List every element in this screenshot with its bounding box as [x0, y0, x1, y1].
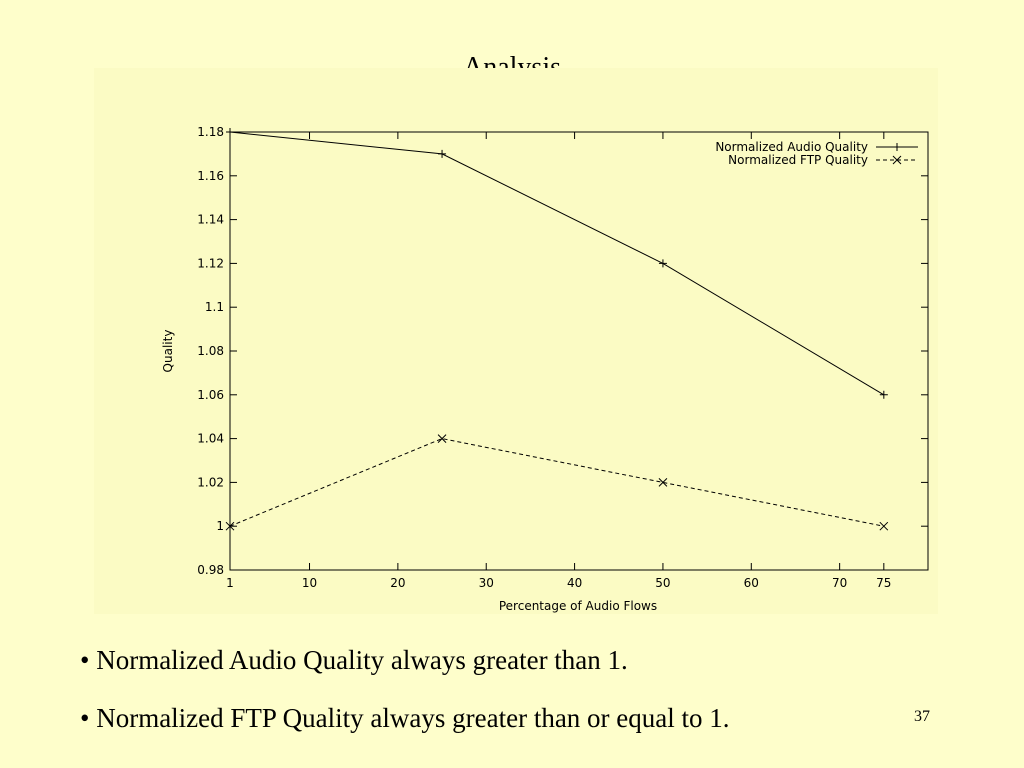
- data-point-ftp: [879, 521, 889, 531]
- bullet-ftp-quality: • Normalized FTP Quality always greater …: [80, 703, 730, 733]
- y-tick-label: 0.98: [197, 563, 224, 577]
- x-tick-label: 20: [390, 576, 405, 590]
- x-tick-label: 75: [876, 576, 891, 590]
- data-point-audio: [879, 390, 888, 399]
- plot-frame: [229, 131, 929, 571]
- x-tick-label: 60: [744, 576, 759, 590]
- line-chart: 0.9811.021.041.061.081.11.121.141.161.18…: [161, 125, 929, 613]
- y-tick-label: 1.12: [197, 256, 224, 270]
- x-tick-label: 30: [479, 576, 494, 590]
- bullet-list: • Normalized Audio Quality always greate…: [80, 642, 730, 758]
- legend-marker: [892, 155, 902, 165]
- data-point-ftp: [225, 521, 235, 531]
- data-point-audio: [226, 128, 234, 136]
- x-tick-label: 50: [655, 576, 670, 590]
- y-tick-label: 1.18: [197, 125, 224, 139]
- legend-label: Normalized FTP Quality: [728, 153, 868, 167]
- y-tick-label: 1.04: [197, 432, 224, 446]
- y-axis-label: Quality: [161, 330, 175, 373]
- y-tick-label: 1.02: [197, 475, 224, 489]
- x-tick-label: 1: [226, 576, 234, 590]
- legend-label: Normalized Audio Quality: [715, 140, 868, 154]
- data-point-audio: [658, 259, 667, 268]
- y-tick-label: 1.14: [197, 213, 224, 227]
- x-tick-label: 10: [302, 576, 317, 590]
- y-tick-label: 1.16: [197, 169, 224, 183]
- x-axis-label: Percentage of Audio Flows: [499, 599, 657, 613]
- y-tick-label: 1.08: [197, 344, 224, 358]
- y-tick-label: 1.1: [205, 300, 224, 314]
- data-point-audio: [438, 149, 447, 158]
- x-tick-label: 70: [832, 576, 847, 590]
- series-line-audio: [229, 131, 885, 396]
- data-point-ftp: [437, 434, 447, 443]
- y-tick-label: 1: [216, 519, 224, 533]
- legend-marker: [893, 143, 901, 151]
- bullet-audio-quality: • Normalized Audio Quality always greate…: [80, 645, 628, 675]
- data-point-ftp: [658, 478, 668, 487]
- y-tick-label: 1.06: [197, 388, 224, 402]
- x-tick-label: 40: [567, 576, 582, 590]
- chart-panel: 0.98 1 1.02 1.04 1.06 1.08 1.1 1.12 1.14 1.16 1.18…: [94, 68, 938, 614]
- slide-number: 37: [914, 708, 930, 725]
- series-line-ftp: [229, 438, 884, 527]
